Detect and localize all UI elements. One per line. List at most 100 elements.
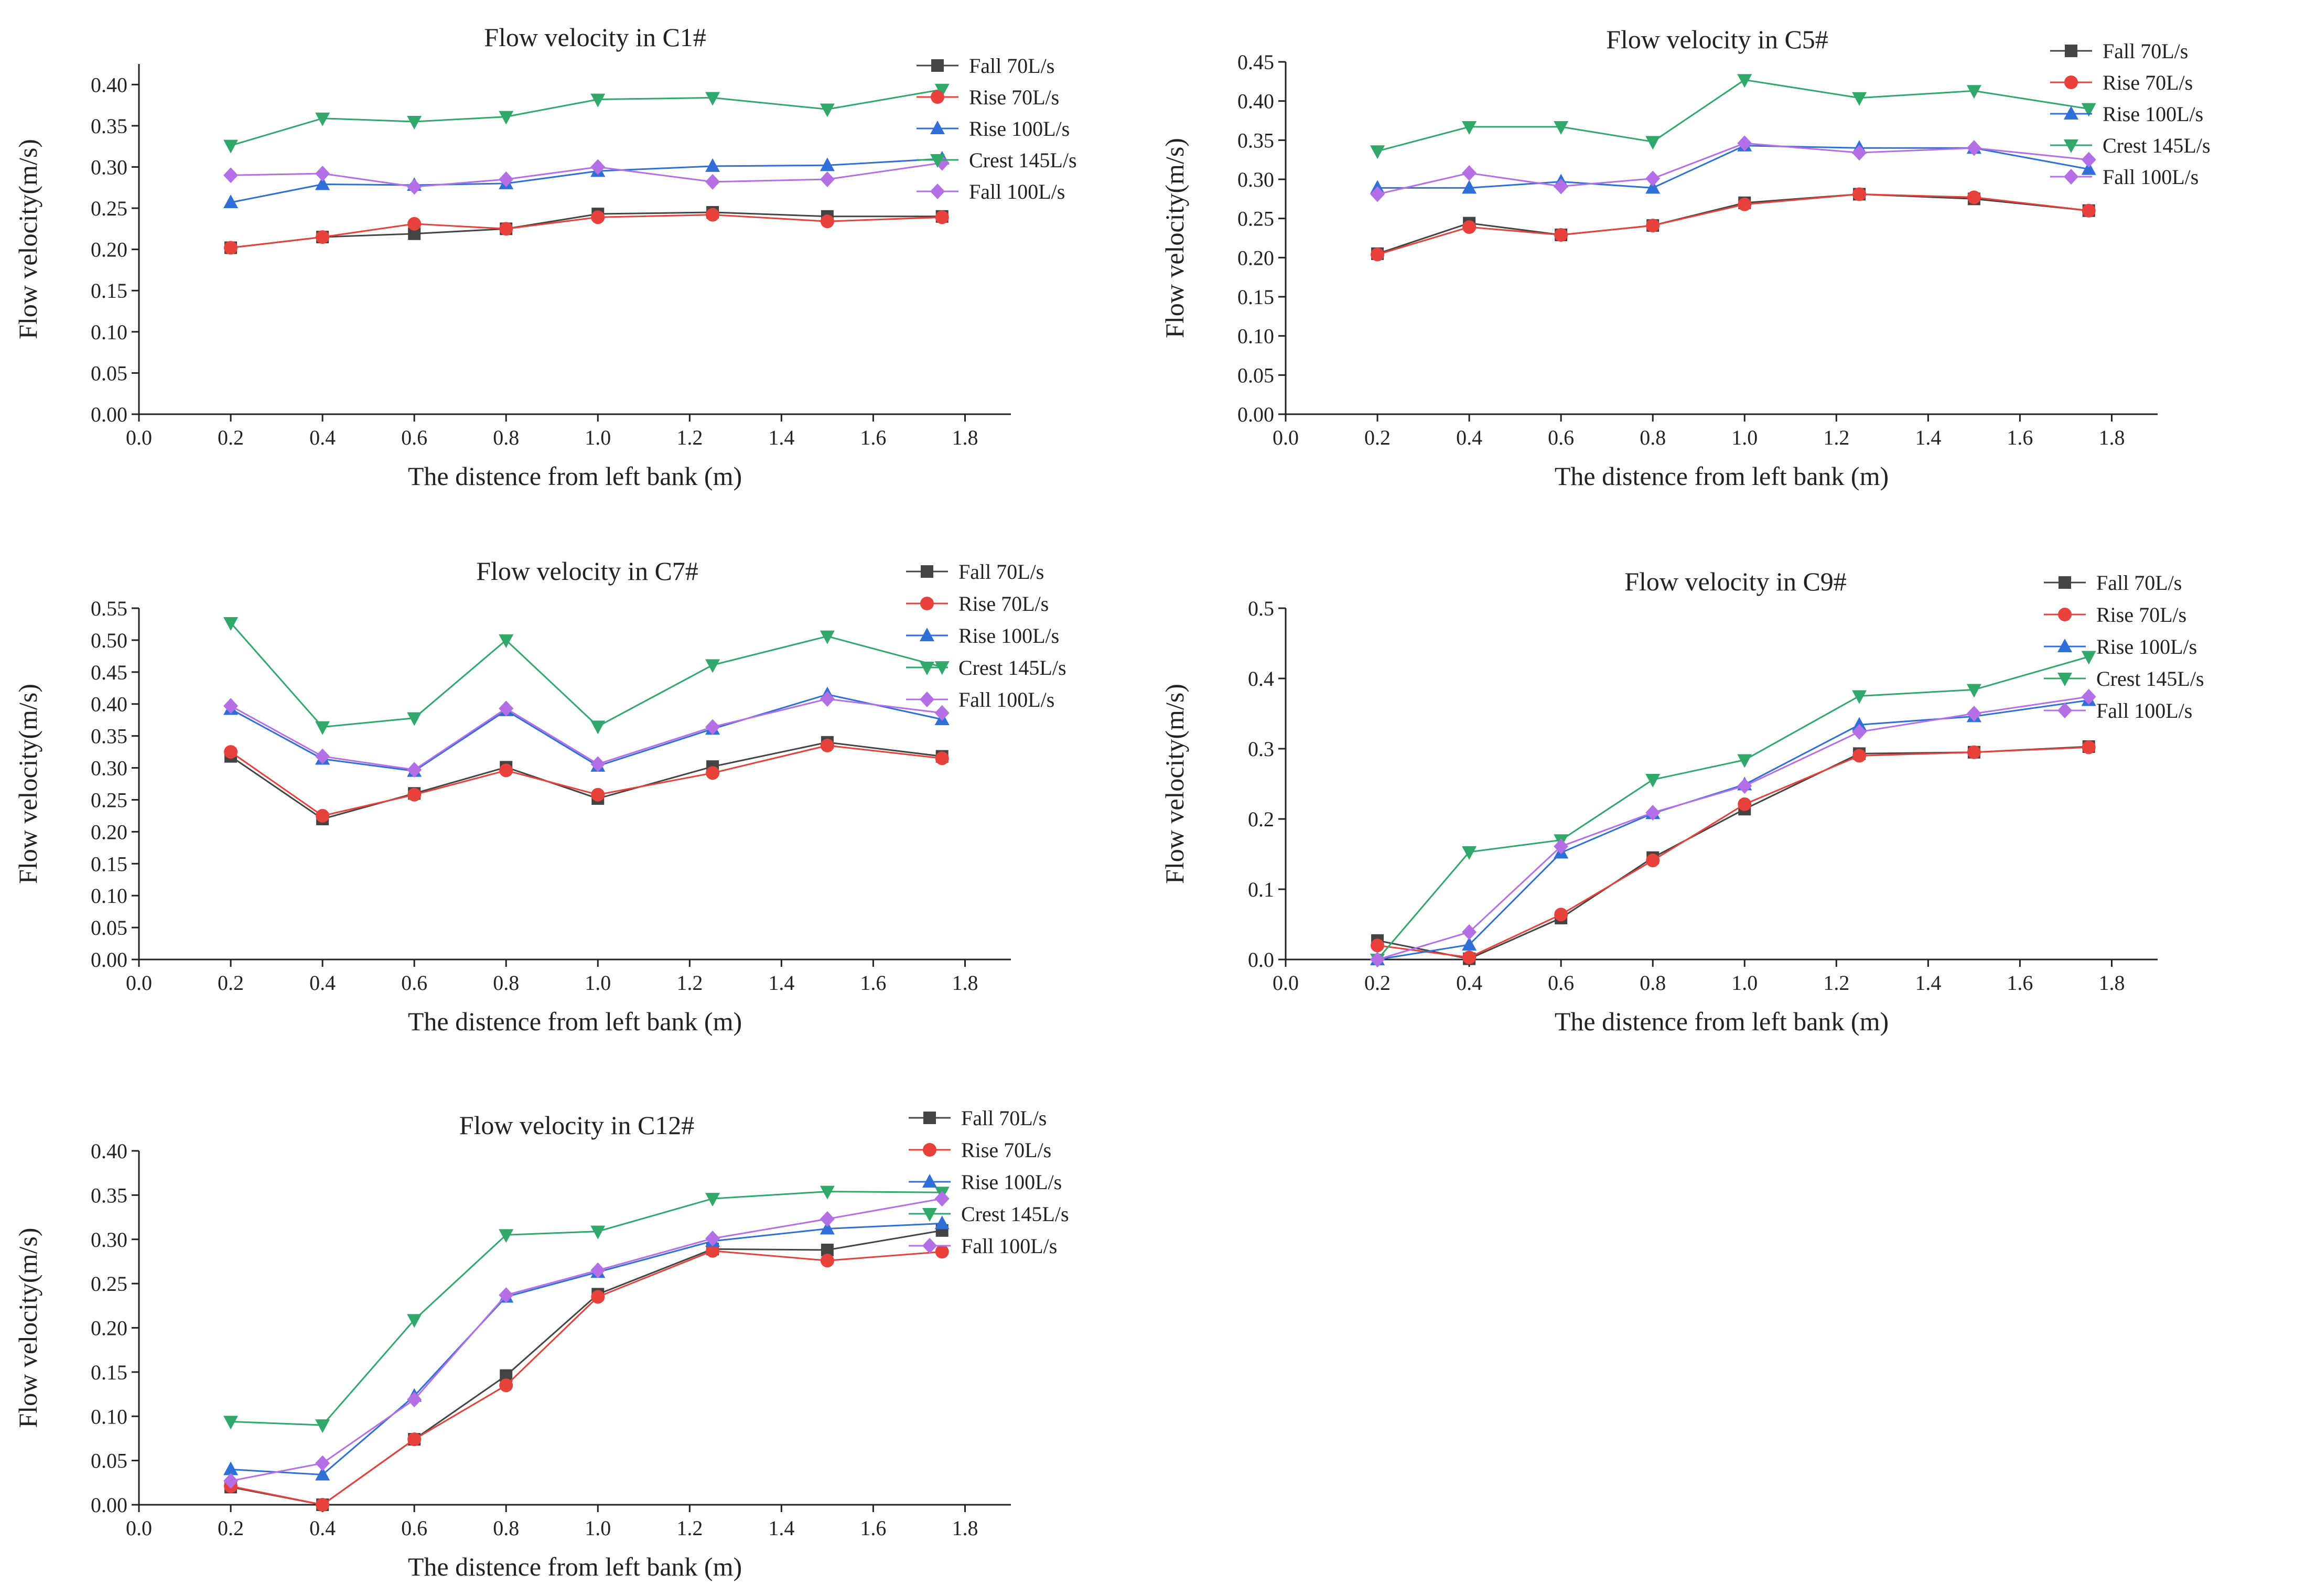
x-tick-label: 0.0	[1273, 426, 1299, 449]
chart-c1: Flow velocity in C1# 0.0 0.2 0.4 0.6 0.8 1.0 1.…	[13, 23, 1077, 491]
series-fall-70l-s	[224, 206, 949, 254]
series-line	[230, 622, 943, 728]
y-tick-label: 0.05	[91, 1449, 127, 1473]
legend-marker	[2065, 45, 2077, 57]
data-point	[407, 217, 422, 231]
series-line	[230, 1230, 942, 1506]
x-tick-label: 1.0	[1731, 971, 1758, 995]
legend-marker	[922, 1208, 937, 1222]
data-point	[705, 719, 720, 735]
x-tick-label: 1.8	[952, 426, 978, 449]
data-point	[1645, 773, 1661, 788]
y-tick-label: 0.05	[1237, 363, 1274, 387]
data-point	[2081, 152, 2096, 168]
x-tick-label: 0.4	[1456, 971, 1482, 995]
data-point	[1645, 804, 1661, 821]
y-tick-label: 0.30	[1237, 168, 1274, 191]
y-tick-label: 0.15	[91, 1361, 127, 1384]
x-tick-label: 0.2	[1364, 971, 1391, 995]
data-point	[1966, 684, 1981, 698]
x-axis-label: The distence from left bank (m)	[408, 1552, 742, 1581]
x-tick-label: 0.8	[1640, 426, 1666, 449]
data-point	[499, 1229, 514, 1243]
data-point	[1738, 197, 1752, 211]
y-tick-label: 0.30	[91, 155, 127, 179]
legend-label: Fall 100L/s	[961, 1234, 1057, 1258]
y-tick-label: 0.00	[91, 1493, 127, 1517]
legend-label: Rise 100L/s	[958, 624, 1059, 648]
y-tick-label: 0.40	[91, 693, 127, 716]
legend: Fall 70L/s Rise 70L/s Rise 100L/s Crest 145…	[909, 1106, 1069, 1258]
series-line	[1377, 746, 2089, 958]
series-line	[230, 741, 942, 820]
data-point	[1967, 190, 1981, 204]
y-tick-label: 0.00	[91, 948, 127, 972]
data-point	[934, 83, 950, 98]
x-tick-label: 0.6	[1548, 971, 1574, 995]
x-tick-label: 1.0	[1731, 426, 1758, 449]
data-point	[935, 1245, 949, 1259]
y-axis-label: Flow velocity(m/s)	[13, 1228, 42, 1428]
series-line	[231, 162, 942, 188]
x-tick-label: 1.6	[860, 1516, 886, 1540]
x-tick-label: 1.8	[952, 971, 978, 995]
x-tick-label: 0.0	[1273, 971, 1299, 995]
series-rise-100l-s	[223, 1215, 950, 1481]
data-point	[1852, 724, 1867, 740]
data-point	[706, 766, 720, 780]
series-line	[1377, 145, 2089, 189]
legend-label: Rise 100L/s	[969, 117, 1070, 141]
data-point	[1554, 228, 1568, 242]
y-tick-label: 0.15	[91, 279, 127, 303]
data-point	[1645, 136, 1661, 150]
data-point	[2081, 651, 2096, 665]
data-point	[934, 1215, 950, 1230]
y-tick-label: 0.50	[91, 629, 127, 652]
chart-title: Flow velocity in C12#	[459, 1110, 695, 1140]
data-point	[1462, 936, 1477, 951]
y-tick-label: 0.10	[1237, 325, 1274, 348]
x-tick-label: 0.2	[218, 971, 244, 995]
legend-label: Fall 70L/s	[961, 1106, 1047, 1130]
legend-marker	[920, 628, 934, 641]
y-tick-label: 0.25	[91, 197, 127, 220]
x-axis-label: The distence from left bank (m)	[408, 1007, 742, 1036]
legend-marker	[922, 1174, 937, 1188]
x-tick-label: 1.2	[1823, 971, 1849, 995]
series-fall-100l-s	[223, 691, 950, 778]
x-tick-label: 1.4	[768, 971, 794, 995]
legend-label: Fall 70L/s	[2096, 571, 2182, 595]
series-rise-70l-s	[1371, 187, 2096, 262]
legend-marker	[923, 1112, 936, 1124]
data-point	[2081, 688, 2096, 705]
data-point	[315, 112, 330, 126]
series-fall-100l-s	[223, 155, 950, 195]
data-point	[407, 179, 422, 195]
y-tick-label: 0.30	[91, 757, 127, 780]
data-point	[224, 241, 238, 255]
series-line	[230, 1198, 942, 1482]
y-tick-label: 0.1	[1248, 878, 1274, 901]
y-tick-label: 0.2	[1248, 807, 1274, 831]
y-tick-label: 0.35	[91, 114, 127, 138]
data-point	[705, 158, 720, 172]
series-crest-145l-s	[223, 83, 950, 154]
x-tick-label: 0.0	[126, 1516, 152, 1540]
data-point	[1737, 135, 1752, 152]
series-line	[1377, 746, 2089, 960]
y-tick-label: 0.20	[91, 238, 127, 262]
data-point	[1462, 121, 1477, 135]
data-point	[935, 210, 949, 224]
series-line	[230, 1250, 942, 1506]
data-point	[1738, 797, 1752, 811]
series-line	[230, 693, 943, 772]
legend-marker	[930, 184, 945, 199]
data-point	[820, 1185, 835, 1200]
data-point	[1737, 754, 1752, 768]
data-point	[1554, 838, 1569, 855]
x-tick-label: 0.4	[309, 971, 336, 995]
series-line	[230, 745, 942, 817]
legend-marker	[930, 154, 945, 168]
x-tick-label: 1.2	[676, 971, 703, 995]
